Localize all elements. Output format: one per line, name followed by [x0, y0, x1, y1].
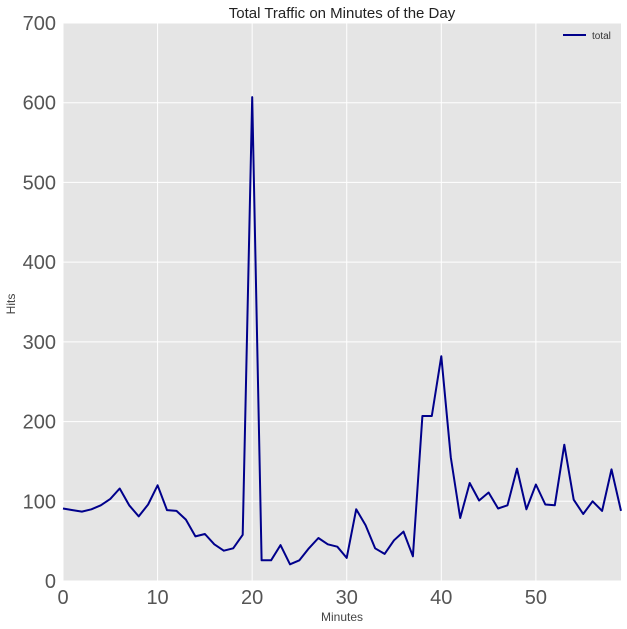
chart-title: Total Traffic on Minutes of the Day: [229, 5, 456, 22]
x-tick-label: 10: [146, 587, 168, 609]
x-axis-label: Minutes: [321, 610, 363, 624]
grid-lines: [62, 22, 621, 582]
y-axis-label: Hits: [4, 294, 18, 315]
x-tick-label: 40: [430, 587, 452, 609]
x-tick-label: 30: [336, 587, 358, 609]
x-tick-label: 50: [525, 587, 547, 609]
y-tick-label: 0: [45, 571, 56, 593]
series-line-total: [62, 96, 622, 566]
y-tick-label: 100: [23, 491, 56, 513]
legend-label: total: [592, 31, 611, 42]
plot-area: [63, 23, 621, 581]
y-tick-label: 200: [23, 412, 56, 434]
y-tick-label: 700: [23, 13, 56, 35]
x-tick-label: 20: [241, 587, 263, 609]
x-tick-label: 0: [57, 587, 68, 609]
series-lines: [62, 96, 622, 566]
y-tick-label: 400: [23, 252, 56, 274]
y-tick-label: 300: [23, 332, 56, 354]
y-tick-label: 600: [23, 93, 56, 115]
y-tick-label: 500: [23, 172, 56, 194]
legend: total: [563, 31, 611, 42]
